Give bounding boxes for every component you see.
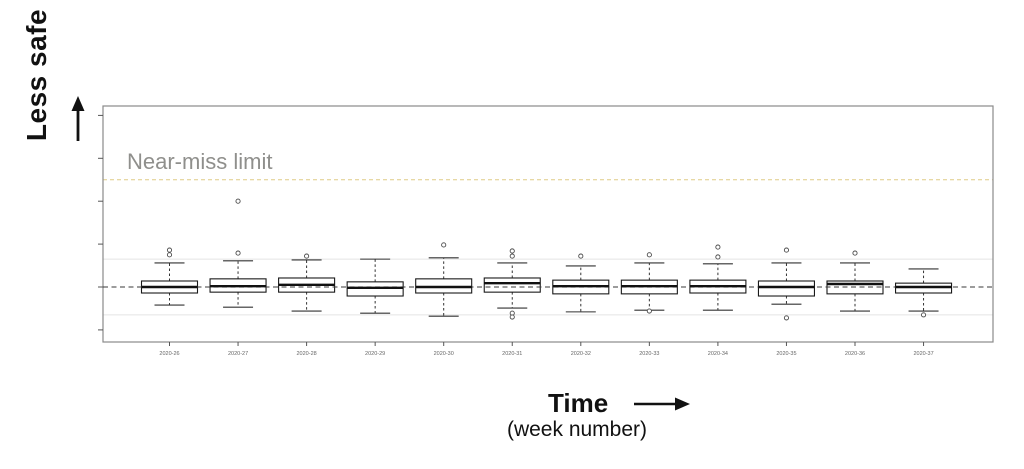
x-tick-label: 2020-33 xyxy=(639,351,659,357)
outlier-point xyxy=(921,312,927,318)
box-2020-35 xyxy=(757,280,816,297)
outlier-point xyxy=(646,252,652,258)
x-tick-label: 2020-36 xyxy=(845,351,865,357)
x-tick-label: 2020-35 xyxy=(776,351,796,357)
outlier-point xyxy=(509,314,515,320)
x-tick-label: 2020-26 xyxy=(159,351,179,357)
outlier-point xyxy=(166,252,173,258)
outlier-point xyxy=(578,253,584,259)
x-tick-label: 2020-27 xyxy=(228,351,248,357)
outlier-point xyxy=(715,244,721,250)
x-axis-label: Time xyxy=(548,388,609,418)
outlier-point xyxy=(783,247,790,253)
x-tick-label: 2020-32 xyxy=(571,351,591,357)
y-axis-label: Less safe xyxy=(21,8,52,142)
outlier-point xyxy=(441,242,447,248)
outlier-point xyxy=(783,315,790,321)
up-arrow-icon xyxy=(71,96,85,141)
outlier-point xyxy=(235,198,241,204)
near-miss-limit-label: Near-miss limit xyxy=(127,149,273,174)
x-tick-label: 2020-37 xyxy=(913,351,933,357)
plot-border xyxy=(102,105,994,343)
x-axis-sublabel: (week number) xyxy=(506,418,648,441)
outlier-point xyxy=(852,250,858,256)
outlier-point xyxy=(166,247,173,253)
x-tick-label: 2020-31 xyxy=(502,351,522,357)
outlier-point xyxy=(646,308,652,314)
outlier-point xyxy=(715,254,721,260)
outlier-point xyxy=(509,248,515,254)
box-2020-31 xyxy=(483,277,541,293)
right-arrow-icon xyxy=(634,397,690,411)
x-tick-label: 2020-28 xyxy=(297,351,317,357)
x-tick-label: 2020-30 xyxy=(434,351,454,357)
outlier-point xyxy=(509,253,515,259)
x-tick-label: 2020-34 xyxy=(708,351,728,357)
outlier-point xyxy=(304,253,310,259)
x-tick-label: 2020-29 xyxy=(365,351,385,357)
outlier-point xyxy=(235,250,241,256)
